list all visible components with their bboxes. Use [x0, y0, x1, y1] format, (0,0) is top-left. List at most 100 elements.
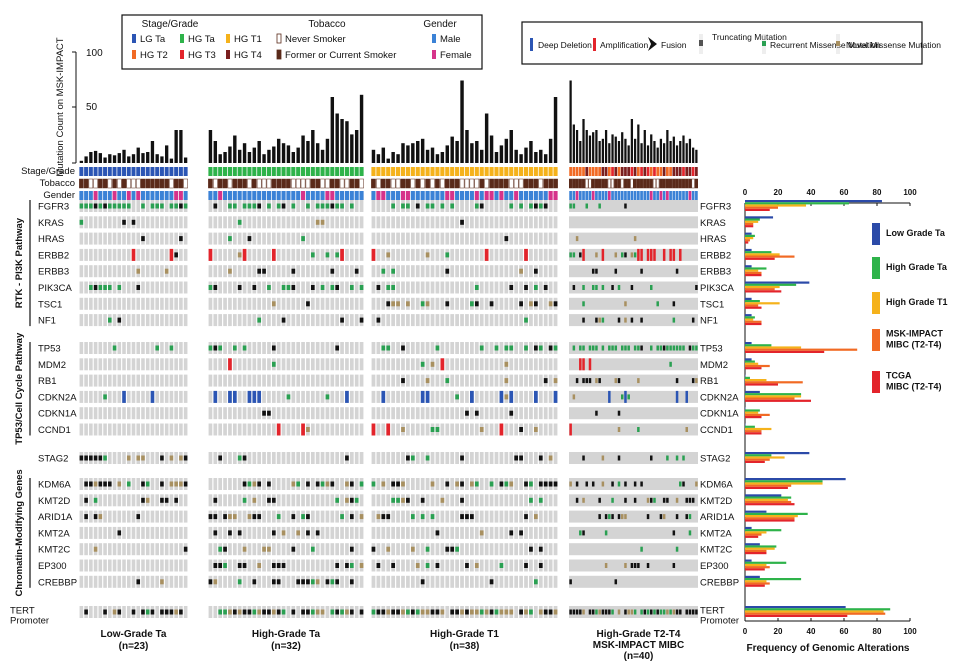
gender-track-cell — [126, 191, 131, 200]
gender-track-cell — [281, 191, 286, 200]
alteration-mark — [524, 481, 528, 487]
gene-row-cell — [519, 575, 523, 588]
gene-row-cell — [504, 216, 509, 229]
gene-row-cell — [410, 559, 415, 572]
freq-tick-label-top: 60 — [840, 188, 849, 197]
gene-row-cell — [386, 526, 391, 539]
gene-row-cell — [108, 297, 112, 310]
gene-row-cell — [84, 423, 88, 436]
gene-row-cell — [291, 374, 296, 387]
alteration-mark — [470, 390, 474, 403]
gene-row-cell — [450, 390, 455, 403]
freq-legend-swatch — [872, 371, 880, 393]
alteration-mark — [89, 455, 93, 461]
gene-row-cell — [237, 510, 242, 523]
alteration-mark — [662, 514, 666, 520]
alteration-mark — [160, 609, 164, 615]
alteration-mark — [479, 530, 484, 536]
gene-row-cell — [281, 216, 286, 229]
tobacco-track-cell — [607, 178, 611, 189]
gender-track-cell — [84, 191, 89, 200]
alteration-mark — [445, 268, 450, 274]
gene-row-cell — [310, 390, 315, 403]
gene-row-cell — [164, 478, 169, 490]
stage-track-cell — [400, 167, 406, 176]
gene-row-cell — [538, 407, 543, 420]
gender-track-cell — [450, 191, 455, 200]
gender-track-cell — [315, 191, 320, 200]
gene-row-cell — [281, 265, 286, 278]
alteration-mark — [345, 455, 349, 461]
gene-row-cell — [247, 358, 252, 371]
gene-row-cell — [160, 248, 164, 261]
gene-label-left: KRAS — [38, 218, 64, 229]
gene-row-cell — [470, 543, 474, 556]
alteration-mark — [579, 358, 582, 371]
gene-row-cell — [271, 478, 276, 490]
gene-row-cell — [93, 526, 98, 539]
alteration-mark — [349, 609, 354, 615]
alteration-mark — [627, 345, 630, 351]
alteration-mark — [543, 203, 548, 209]
gene-row-cell — [425, 358, 430, 371]
gene-row-cell — [325, 314, 330, 327]
gene-row-cell — [489, 281, 494, 294]
gene-row-cell — [460, 543, 464, 556]
gene-row-cell — [553, 452, 558, 464]
gene-row-cell — [131, 232, 136, 245]
gene-row-cell — [286, 543, 291, 556]
gene-row-cell — [445, 510, 450, 523]
gender-track-cell — [585, 191, 589, 200]
gene-row-cell — [450, 216, 455, 229]
gene-row-cell — [359, 265, 364, 278]
tobacco-track-cell — [538, 178, 544, 189]
mutation-count-bar — [637, 124, 640, 163]
gene-row-cell — [435, 248, 440, 261]
gene-row-cell — [223, 390, 227, 403]
alteration-mark — [601, 609, 605, 615]
alteration-mark — [262, 609, 266, 615]
alteration-mark — [519, 427, 523, 432]
alteration-mark — [430, 609, 435, 615]
alteration-mark — [396, 481, 400, 487]
alteration-mark — [103, 481, 107, 487]
alteration-mark — [126, 481, 131, 487]
gene-row-cell — [474, 543, 479, 556]
gene-row-cell — [330, 358, 335, 371]
alteration-mark — [504, 378, 509, 384]
gene-row-cell — [213, 452, 218, 464]
gene-row-background — [569, 314, 698, 327]
gene-row-cell — [141, 265, 145, 278]
gene-row-cell — [286, 423, 291, 436]
gene-row-cell — [533, 478, 538, 490]
gene-row-cell — [514, 526, 519, 539]
alteration-mark — [345, 609, 349, 615]
alteration-mark — [237, 285, 242, 290]
gene-row-cell — [286, 200, 291, 212]
stage-track-cell — [450, 167, 455, 176]
gene-row-cell — [145, 265, 150, 278]
gene-row-cell — [98, 494, 103, 507]
tobacco-track-cell — [107, 178, 113, 189]
freq-bar — [745, 290, 782, 293]
gene-label-left: NF1 — [38, 316, 56, 327]
gene-row-cell — [376, 407, 381, 420]
gene-row-cell — [141, 407, 145, 420]
alteration-mark — [572, 609, 576, 615]
gene-row-cell — [179, 281, 183, 294]
gene-row-cell — [213, 423, 218, 436]
gene-row-cell — [349, 390, 354, 403]
alteration-mark — [595, 345, 598, 351]
freq-bar — [745, 413, 770, 416]
gene-row-cell — [445, 575, 450, 588]
gene-row-cell — [93, 423, 98, 436]
freq-bar — [745, 381, 803, 384]
gene-row-cell — [465, 314, 469, 327]
freq-bar — [745, 452, 810, 455]
gender-track-cell — [140, 191, 145, 200]
gene-row-cell — [340, 423, 344, 436]
gender-track-cell — [598, 191, 601, 200]
alteration-mark — [630, 317, 634, 323]
gene-row-cell — [98, 374, 103, 387]
